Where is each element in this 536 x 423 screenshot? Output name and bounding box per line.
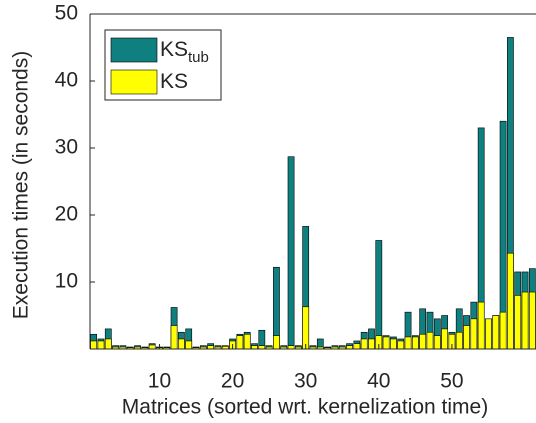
x-tick-label: 50 xyxy=(440,370,463,393)
bar xyxy=(170,325,178,350)
bar xyxy=(411,336,419,350)
bar xyxy=(485,318,492,350)
bar xyxy=(178,338,185,350)
bar xyxy=(441,328,448,350)
bar xyxy=(507,252,514,350)
bar xyxy=(463,325,470,350)
y-tick-label: 50 xyxy=(55,2,78,25)
bar xyxy=(273,335,280,350)
bar xyxy=(207,345,215,350)
bar xyxy=(492,315,500,350)
bar xyxy=(90,340,98,350)
bar xyxy=(521,291,529,350)
bar xyxy=(353,343,361,350)
bar xyxy=(251,345,258,350)
bar xyxy=(390,338,397,350)
bar xyxy=(455,331,463,350)
bar xyxy=(287,345,295,350)
y-axis-label: Execution times (in seconds) xyxy=(10,51,33,319)
bar xyxy=(287,156,295,350)
legend-label-subscript: tub xyxy=(188,49,209,66)
bar xyxy=(375,240,383,350)
bar xyxy=(243,333,251,350)
bar xyxy=(148,344,156,350)
bar xyxy=(404,336,412,350)
bar xyxy=(477,301,485,350)
y-tick-label: 30 xyxy=(55,136,78,159)
bar xyxy=(185,340,193,350)
bar xyxy=(528,291,536,350)
bar xyxy=(514,295,522,350)
bar xyxy=(97,340,105,350)
legend-label-main: KS xyxy=(160,70,188,93)
y-tick-label: 10 xyxy=(55,270,78,293)
x-tick-label: 30 xyxy=(294,370,317,393)
bar xyxy=(302,306,310,350)
bar xyxy=(236,335,244,350)
bar xyxy=(397,340,405,350)
bar xyxy=(433,335,441,350)
bar xyxy=(104,338,112,350)
bar xyxy=(419,333,427,350)
legend-swatch xyxy=(110,37,158,63)
legend-label-main: KS xyxy=(160,38,188,61)
bar xyxy=(470,318,478,350)
bar xyxy=(499,311,507,350)
legend-label: KStub xyxy=(160,38,209,66)
y-tick-label: 20 xyxy=(55,203,78,226)
legend-label: KS xyxy=(160,70,188,93)
x-tick-label: 40 xyxy=(367,370,390,393)
x-tick-label: 10 xyxy=(148,370,171,393)
bar xyxy=(368,338,375,350)
bar xyxy=(360,338,368,350)
bar xyxy=(258,345,266,350)
legend-swatch xyxy=(110,69,158,95)
x-axis-label: Matrices (sorted wrt. kernelization time… xyxy=(122,396,488,419)
bar xyxy=(346,345,353,350)
x-tick-label: 20 xyxy=(221,370,244,393)
y-tick-label: 40 xyxy=(55,69,78,92)
bar xyxy=(426,331,434,350)
bar xyxy=(382,336,390,350)
